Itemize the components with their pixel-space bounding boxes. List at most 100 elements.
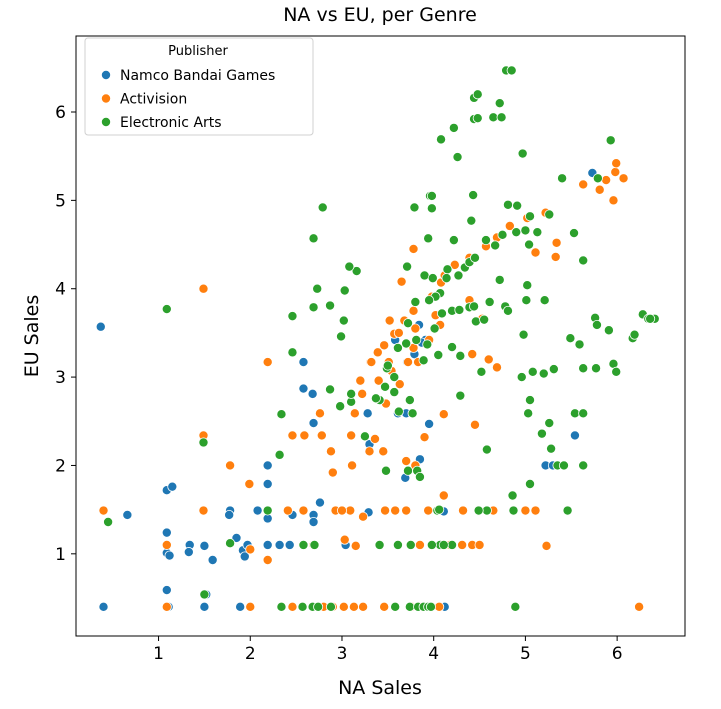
point-activision: [541, 540, 552, 551]
point-activision: [327, 467, 338, 478]
point-activision: [379, 340, 390, 351]
point-activision: [355, 375, 366, 386]
point-activision: [316, 430, 327, 441]
point-activision: [339, 534, 350, 545]
point-electronic-arts: [161, 304, 172, 315]
point-namco-bandai-games: [298, 383, 309, 394]
point-electronic-arts: [578, 363, 589, 374]
point-activision: [358, 511, 369, 522]
point-electronic-arts: [520, 225, 531, 236]
point-activision: [414, 539, 425, 550]
point-activision: [225, 460, 236, 471]
point-electronic-arts: [433, 349, 444, 360]
point-namco-bandai-games: [308, 517, 319, 528]
legend-marker: [101, 70, 112, 81]
point-activision: [379, 601, 390, 612]
point-electronic-arts: [382, 360, 393, 371]
point-activision: [364, 446, 375, 457]
legend-box: [84, 37, 314, 136]
point-activision: [98, 505, 109, 516]
point-namco-bandai-games: [569, 430, 580, 441]
point-electronic-arts: [472, 89, 483, 100]
point-electronic-arts: [434, 504, 445, 515]
point-electronic-arts: [521, 295, 532, 306]
point-electronic-arts: [389, 372, 400, 383]
point-electronic-arts: [481, 505, 492, 516]
point-activision: [396, 276, 407, 287]
point-activision: [491, 362, 502, 373]
point-activision: [457, 539, 468, 550]
point-electronic-arts: [404, 601, 415, 612]
point-activision: [282, 505, 293, 516]
point-namco-bandai-games: [164, 550, 175, 561]
point-electronic-arts: [426, 190, 437, 201]
point-activision: [373, 375, 384, 386]
point-activision: [578, 179, 589, 190]
point-electronic-arts: [423, 233, 434, 244]
point-electronic-arts: [490, 240, 501, 251]
point-electronic-arts: [429, 323, 440, 334]
point-namco-bandai-games: [362, 408, 373, 419]
point-electronic-arts: [452, 152, 463, 163]
point-electronic-arts: [592, 173, 603, 184]
point-activision: [350, 540, 361, 551]
point-electronic-arts: [380, 381, 391, 392]
point-electronic-arts: [603, 325, 614, 336]
point-electronic-arts: [611, 366, 622, 377]
point-electronic-arts: [346, 388, 357, 399]
point-activision: [357, 388, 368, 399]
point-activision: [262, 555, 273, 566]
point-activision: [423, 505, 434, 516]
y-tick-label: 3: [55, 368, 66, 388]
point-electronic-arts: [325, 601, 336, 612]
point-electronic-arts: [403, 465, 414, 476]
point-electronic-arts: [512, 200, 523, 211]
point-electronic-arts: [470, 316, 481, 327]
point-electronic-arts: [274, 449, 285, 460]
point-electronic-arts: [524, 211, 535, 222]
point-electronic-arts: [426, 203, 437, 214]
point-electronic-arts: [426, 539, 437, 550]
point-electronic-arts: [524, 395, 535, 406]
point-electronic-arts: [436, 308, 447, 319]
point-electronic-arts: [425, 601, 436, 612]
point-electronic-arts: [225, 538, 236, 549]
point-electronic-arts: [544, 209, 555, 220]
point-electronic-arts: [605, 135, 616, 146]
point-electronic-arts: [497, 229, 508, 240]
point-activision: [408, 243, 419, 254]
point-electronic-arts: [410, 296, 421, 307]
point-electronic-arts: [427, 273, 438, 284]
point-electronic-arts: [447, 342, 458, 353]
legend-marker: [101, 93, 112, 104]
point-activision: [245, 601, 256, 612]
point-namco-bandai-games: [95, 321, 106, 332]
point-electronic-arts: [524, 479, 535, 490]
point-electronic-arts: [401, 338, 412, 349]
point-activision: [410, 323, 421, 334]
plot-area-frame: [75, 35, 686, 637]
point-namco-bandai-games: [314, 497, 325, 508]
point-activision: [393, 327, 404, 338]
point-electronic-arts: [404, 395, 415, 406]
point-electronic-arts: [335, 401, 346, 412]
point-activision: [504, 220, 515, 231]
point-namco-bandai-games: [199, 601, 210, 612]
point-activision: [434, 601, 445, 612]
point-electronic-arts: [392, 539, 403, 550]
point-namco-bandai-games: [262, 539, 273, 550]
point-electronic-arts: [502, 305, 513, 316]
point-electronic-arts: [407, 408, 418, 419]
point-activision: [551, 237, 562, 248]
y-tick-label: 1: [55, 545, 66, 565]
point-electronic-arts: [198, 437, 209, 448]
point-electronic-arts: [336, 331, 347, 342]
point-electronic-arts: [309, 539, 320, 550]
point-activision: [438, 490, 449, 501]
point-activision: [299, 430, 310, 441]
point-activision: [390, 505, 401, 516]
point-electronic-arts: [455, 350, 466, 361]
point-electronic-arts: [565, 333, 576, 344]
point-electronic-arts: [569, 408, 580, 419]
point-electronic-arts: [359, 431, 370, 442]
